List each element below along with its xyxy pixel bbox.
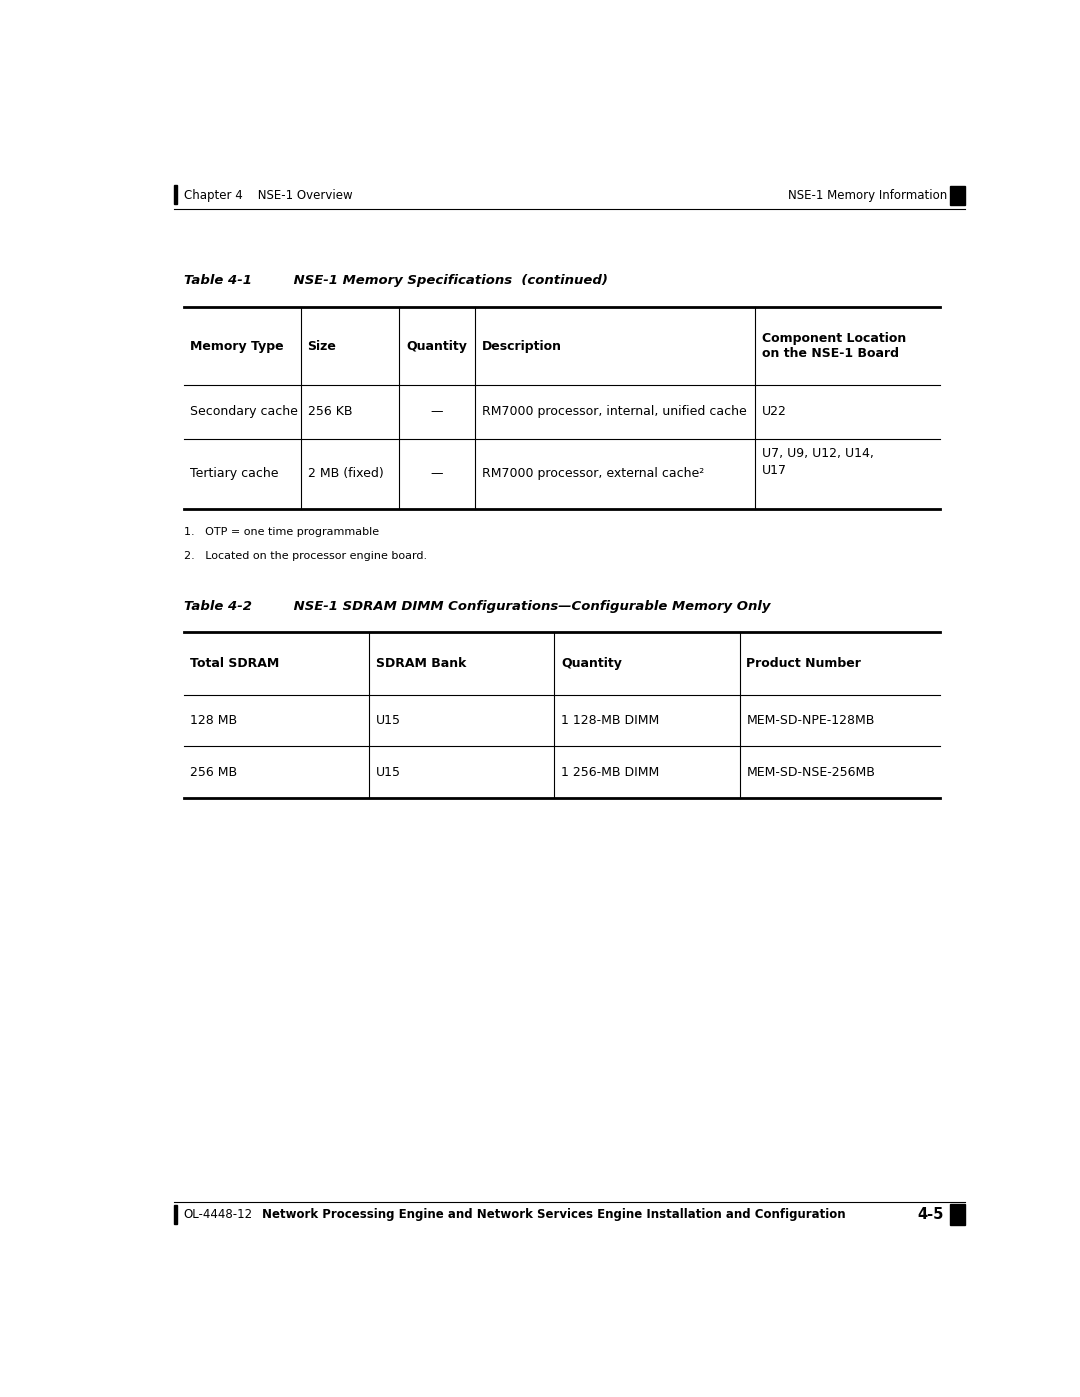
Text: Tertiary cache: Tertiary cache (190, 467, 279, 481)
Text: Network Processing Engine and Network Services Engine Installation and Configura: Network Processing Engine and Network Se… (261, 1208, 846, 1221)
Text: Size: Size (308, 339, 336, 352)
Text: U15: U15 (376, 766, 401, 778)
Text: 2 MB (fixed): 2 MB (fixed) (308, 467, 383, 481)
Text: Secondary cache: Secondary cache (190, 405, 298, 418)
Text: 1 256-MB DIMM: 1 256-MB DIMM (561, 766, 659, 778)
Text: Total SDRAM: Total SDRAM (190, 657, 280, 671)
Text: —: — (431, 405, 443, 418)
Text: RM7000 processor, internal, unified cache: RM7000 processor, internal, unified cach… (482, 405, 746, 418)
Text: Product Number: Product Number (746, 657, 861, 671)
Bar (950, 1204, 966, 1225)
Text: 256 KB: 256 KB (308, 405, 352, 418)
Text: Description: Description (482, 339, 562, 352)
Text: 128 MB: 128 MB (190, 714, 238, 726)
Text: NSE-1 Memory Information: NSE-1 Memory Information (787, 189, 947, 203)
Bar (174, 184, 177, 204)
Text: U15: U15 (376, 714, 401, 726)
Bar (174, 1204, 177, 1224)
Text: Chapter 4    NSE-1 Overview: Chapter 4 NSE-1 Overview (184, 189, 352, 203)
Text: OL-4448-12: OL-4448-12 (184, 1208, 253, 1221)
Bar (950, 186, 966, 205)
Text: MEM-SD-NPE-128MB: MEM-SD-NPE-128MB (746, 714, 875, 726)
Text: 256 MB: 256 MB (190, 766, 238, 778)
Text: U22: U22 (761, 405, 786, 418)
Text: 1.   OTP = one time programmable: 1. OTP = one time programmable (184, 527, 379, 538)
Text: 2.   Located on the processor engine board.: 2. Located on the processor engine board… (184, 550, 427, 562)
Text: —: — (431, 467, 443, 481)
Text: Table 4-2         NSE-1 SDRAM DIMM Configurations—Configurable Memory Only: Table 4-2 NSE-1 SDRAM DIMM Configuration… (184, 601, 770, 613)
Text: 4-5: 4-5 (917, 1207, 944, 1222)
Text: SDRAM Bank: SDRAM Bank (376, 657, 465, 671)
Text: RM7000 processor, external cache²: RM7000 processor, external cache² (482, 467, 704, 481)
Text: MEM-SD-NSE-256MB: MEM-SD-NSE-256MB (746, 766, 875, 778)
Text: Quantity: Quantity (406, 339, 467, 352)
Text: Memory Type: Memory Type (190, 339, 284, 352)
Text: U7, U9, U12, U14,
U17: U7, U9, U12, U14, U17 (761, 447, 874, 478)
Text: Table 4-1         NSE-1 Memory Specifications  (continued): Table 4-1 NSE-1 Memory Specifications (c… (184, 274, 607, 288)
Text: 1 128-MB DIMM: 1 128-MB DIMM (561, 714, 659, 726)
Text: Component Location
on the NSE-1 Board: Component Location on the NSE-1 Board (761, 332, 906, 360)
Text: Quantity: Quantity (561, 657, 622, 671)
